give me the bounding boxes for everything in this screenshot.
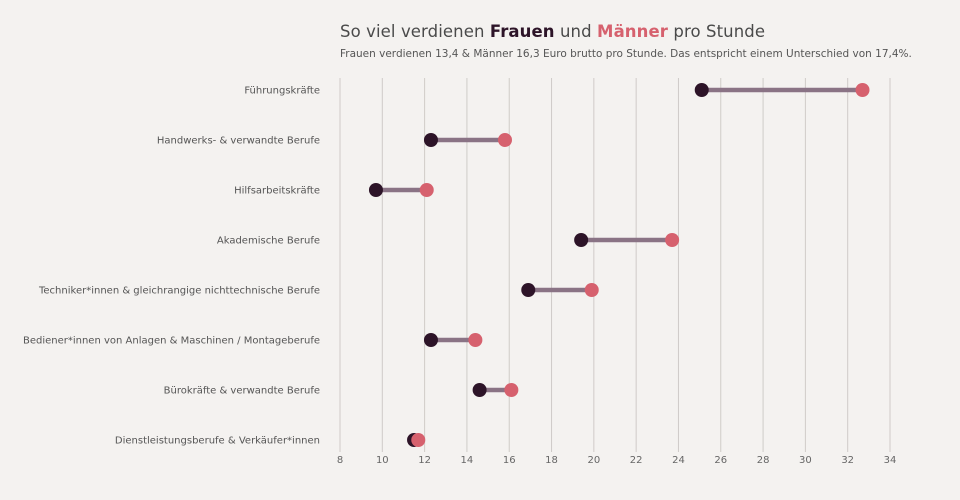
title-women: Frauen (489, 22, 555, 41)
chart-row: Techniker*innen & gleichrangige nichttec… (38, 283, 599, 297)
x-tick-label: 16 (503, 455, 516, 466)
x-axis-ticks: 8 10 12 14 16 18 20 22 24 26 28 30 32 34 (337, 455, 897, 466)
x-tick-label: 34 (884, 455, 897, 466)
men-point (504, 383, 519, 397)
men-point (665, 233, 680, 247)
category-label: Handwerks- & verwandte Berufe (157, 136, 320, 147)
x-tick-label: 14 (461, 455, 474, 466)
x-tick-label: 26 (714, 455, 727, 466)
category-label: Hilfsarbeitskräfte (234, 186, 320, 197)
chart-row: Bediener*innen von Anlagen & Maschinen /… (23, 333, 483, 347)
chart-row: Bürokräfte & verwandte Berufe (164, 383, 519, 397)
category-label: Techniker*innen & gleichrangige nichttec… (38, 286, 320, 297)
chart-header: So viel verdienen Frauen und Männer pro … (340, 22, 912, 60)
x-tick-label: 12 (418, 455, 431, 466)
women-point (423, 133, 438, 147)
category-label: Dienstleistungsberufe & Verkäufer*innen (115, 436, 320, 447)
chart-title: So viel verdienen Frauen und Männer pro … (340, 22, 912, 41)
women-point (574, 233, 589, 247)
x-tick-label: 8 (337, 455, 343, 466)
women-point (472, 383, 487, 397)
title-prefix: So viel verdienen (340, 22, 490, 41)
women-point (521, 283, 536, 297)
chart-subtitle: Frauen verdienen 13,4 & Männer 16,3 Euro… (340, 48, 912, 60)
chart-row: Hilfsarbeitskräfte (234, 183, 434, 197)
title-suffix: pro Stunde (668, 22, 766, 41)
category-label: Führungskräfte (244, 86, 320, 97)
x-tick-label: 28 (757, 455, 770, 466)
chart-rows: Führungskräfte Handwerks- & verwandte Ber… (23, 83, 870, 447)
women-point (423, 333, 438, 347)
men-point (468, 333, 483, 347)
chart-row: Akademische Berufe (217, 233, 680, 247)
category-label: Akademische Berufe (217, 236, 320, 247)
category-label: Bürokräfte & verwandte Berufe (164, 386, 320, 397)
x-tick-label: 10 (376, 455, 389, 466)
men-point (498, 133, 512, 147)
men-point (855, 83, 870, 97)
grid-lines (339, 78, 891, 452)
chart-row: Handwerks- & verwandte Berufe (157, 133, 512, 147)
x-tick-label: 22 (630, 455, 643, 466)
women-point (694, 83, 709, 97)
x-tick-label: 24 (672, 455, 685, 466)
x-tick-label: 30 (799, 455, 812, 466)
x-tick-label: 20 (587, 455, 600, 466)
chart-row: Führungskräfte (244, 83, 870, 97)
women-point (368, 183, 383, 197)
chart-row: Dienstleistungsberufe & Verkäufer*innen (115, 433, 426, 447)
x-tick-label: 32 (841, 455, 854, 466)
title-mid: und (554, 22, 598, 41)
category-label: Bediener*innen von Anlagen & Maschinen /… (23, 336, 320, 347)
men-point (411, 433, 426, 447)
men-point (419, 183, 434, 197)
x-tick-label: 18 (545, 455, 558, 466)
men-point (584, 283, 599, 297)
title-men: Männer (597, 22, 669, 41)
